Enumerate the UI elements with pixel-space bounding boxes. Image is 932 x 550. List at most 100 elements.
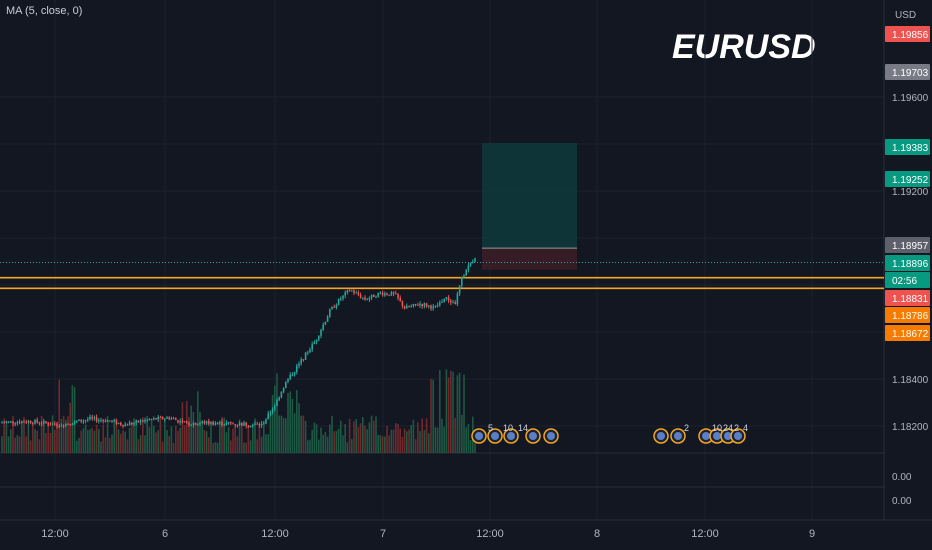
volume-bar: [397, 423, 399, 453]
candle-body: [256, 423, 258, 425]
candle-body: [91, 416, 93, 419]
candle-body: [326, 316, 329, 322]
candle-body: [21, 421, 23, 424]
candle-body: [333, 306, 335, 308]
price-label-badge: [885, 64, 930, 80]
event-markers[interactable]: 5 10 14 2 10 24 2 4: [471, 423, 748, 444]
indicator-label[interactable]: MA (5, close, 0): [6, 5, 83, 17]
time-tick-label: 12:00: [41, 528, 69, 540]
volume-bar: [333, 431, 335, 453]
candle-body: [234, 423, 236, 425]
volume-bar: [190, 405, 192, 453]
candle-body: [65, 423, 67, 427]
candle-body: [447, 297, 450, 301]
candle-body: [38, 422, 41, 424]
volume-bar: [126, 439, 129, 453]
candle-body: [443, 298, 445, 302]
volume-bar: [289, 391, 291, 453]
candle-body: [381, 292, 384, 296]
volume-bar: [69, 402, 71, 453]
price-label-badge: [885, 237, 930, 253]
volume-bar: [324, 431, 327, 453]
volume-bar: [454, 417, 456, 453]
volume-bar: [238, 419, 241, 453]
volume-bar: [368, 422, 371, 453]
candle-body: [377, 292, 379, 297]
candle-body: [302, 359, 305, 361]
volume-bar: [265, 434, 267, 453]
candle-body: [1, 422, 3, 424]
volume-bar: [236, 436, 239, 453]
volume-bar: [243, 442, 245, 453]
candle-body: [421, 303, 423, 307]
volume-bar: [465, 427, 467, 453]
candle-body: [362, 297, 364, 299]
candle-body: [18, 422, 21, 424]
volume-bar: [7, 436, 10, 453]
candle-body: [417, 304, 419, 306]
volume-bar: [351, 439, 353, 453]
volume-bar: [183, 425, 186, 453]
candle-body: [120, 422, 122, 425]
volume-bar: [410, 424, 412, 453]
event-flag-icon: [724, 432, 732, 440]
price-label-text: 1.18786: [892, 311, 929, 322]
volume-bar: [403, 428, 406, 453]
volume-bar: [27, 424, 30, 453]
candle-body: [230, 422, 232, 424]
volume-bar: [161, 441, 164, 453]
candle-body: [203, 421, 206, 424]
candle-body: [370, 294, 373, 298]
candle-body: [71, 424, 74, 426]
volume-bar: [115, 417, 118, 453]
candle-body: [122, 424, 124, 427]
volume-bar: [267, 434, 269, 453]
volume-bar: [188, 416, 190, 453]
volume-bar: [412, 419, 415, 453]
candle-body: [282, 388, 285, 392]
volume-bar: [128, 427, 131, 453]
candle-body: [109, 420, 111, 422]
candle-body: [111, 420, 113, 422]
candle-body: [265, 419, 267, 424]
candle-body: [364, 297, 366, 300]
price-label-text: 1.19703: [892, 68, 929, 79]
candle-body: [441, 301, 443, 303]
volume-bar: [456, 375, 459, 453]
time-axis[interactable]: 12:00 6 12:00 7 12:00 8 12:00 9: [41, 528, 815, 540]
candle-body: [313, 342, 316, 344]
volume-bar: [113, 419, 115, 453]
candle-body: [69, 423, 71, 425]
grid-lines: [0, 0, 932, 521]
position-tool[interactable]: [482, 142, 577, 270]
volume-bar: [441, 418, 443, 453]
horizontal-lines[interactable]: [0, 261, 884, 290]
candle-body: [87, 419, 89, 421]
volume-bar: [91, 427, 93, 453]
candle-body: [401, 300, 404, 307]
volume-bar: [401, 436, 404, 453]
volume-bar: [307, 440, 309, 453]
volume-bar: [122, 430, 124, 453]
volume-bar: [80, 430, 82, 453]
volume-bar: [278, 415, 280, 453]
volume-bar: [201, 421, 203, 453]
volume-bar: [445, 369, 448, 453]
candle-body: [340, 298, 342, 300]
volume-bar: [150, 419, 153, 453]
candle-body: [29, 420, 32, 423]
volume-bar: [3, 418, 5, 453]
volume-bar: [221, 416, 223, 453]
candle-body: [221, 421, 223, 426]
price-axis[interactable]: 1.19600 1.19200 1.18400 1.18200 0.00 0.00 1.19…: [885, 26, 930, 507]
volume-bar: [12, 415, 14, 453]
volume-bar: [408, 429, 410, 453]
volume-bar: [51, 415, 54, 453]
candle-body: [219, 421, 221, 424]
candle-body: [144, 419, 146, 422]
volume-bar: [379, 435, 382, 453]
time-tick-label: 12:00: [261, 528, 289, 540]
candle-body: [276, 399, 278, 407]
candle-body: [461, 276, 463, 286]
